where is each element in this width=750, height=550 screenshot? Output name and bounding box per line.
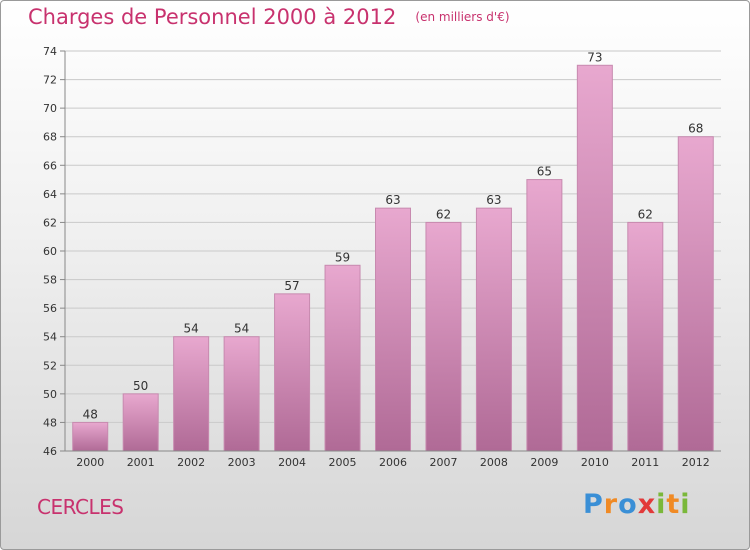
- value-label: 59: [335, 250, 350, 264]
- x-tick-label: 2005: [329, 456, 357, 469]
- y-tick-label: 52: [43, 359, 57, 372]
- bar-2004: [274, 293, 311, 452]
- chart-subtitle: (en milliers d'€): [415, 10, 510, 24]
- x-tick-label: 2001: [127, 456, 155, 469]
- y-tick-label: 70: [43, 102, 57, 115]
- y-tick-label: 54: [43, 331, 57, 344]
- bar-2005: [324, 264, 361, 452]
- y-tick-label: 58: [43, 274, 57, 287]
- bar-2000: [72, 421, 109, 452]
- x-tick-label: 2000: [76, 456, 104, 469]
- y-tick-label: 60: [43, 245, 57, 258]
- x-tick-label: 2012: [682, 456, 710, 469]
- x-tick-label: 2011: [631, 456, 659, 469]
- x-tick-label: 2006: [379, 456, 407, 469]
- value-label: 48: [83, 407, 98, 421]
- bar-2012: [677, 136, 714, 452]
- value-label: 63: [385, 193, 400, 207]
- value-label: 54: [184, 322, 199, 336]
- y-tick-label: 66: [43, 159, 57, 172]
- value-label: 62: [436, 207, 451, 221]
- y-tick-label: 48: [43, 416, 57, 429]
- x-tick-label: 2003: [228, 456, 256, 469]
- title-row: Charges de Personnel 2000 à 2012 (en mil…: [28, 5, 510, 29]
- value-label: 73: [587, 50, 602, 64]
- value-label: 68: [688, 122, 703, 136]
- bar-2001: [122, 393, 159, 452]
- x-tick-label: 2007: [429, 456, 457, 469]
- value-label: 50: [133, 379, 148, 393]
- value-label: 63: [486, 193, 501, 207]
- y-tick-label: 56: [43, 302, 57, 315]
- bar-2011: [627, 221, 664, 452]
- bars: [72, 64, 714, 452]
- x-tick-label: 2008: [480, 456, 508, 469]
- x-tick-label: 2010: [581, 456, 609, 469]
- axes: [60, 50, 721, 452]
- value-label: 65: [537, 165, 552, 179]
- value-labels: 48 50 54 54 57 59 63 62 63 65 73 62 68: [83, 50, 704, 421]
- chart-title: Charges de Personnel 2000 à 2012: [28, 5, 397, 29]
- bar-2003: [223, 336, 260, 452]
- bar-2006: [375, 207, 411, 452]
- proxiti-logo: Proxiti: [583, 489, 691, 520]
- y-tick-label: 68: [43, 131, 57, 144]
- y-tick-label: 64: [43, 188, 57, 201]
- x-tick-label: 2002: [177, 456, 205, 469]
- y-tick-label: 50: [43, 388, 57, 401]
- y-tick-labels: 46 48 50 52 54 56 58 60 62 64 66 68 70 72 74: [43, 45, 57, 458]
- x-tick-label: 2004: [278, 456, 306, 469]
- town-name: CERCLES: [37, 495, 124, 519]
- value-label: 62: [638, 207, 653, 221]
- bar-2010: [576, 64, 613, 452]
- bar-2007: [425, 221, 462, 452]
- x-tick-labels: 2000 2001 2002 2003 2004 2005 2006 2007 2008 2009…: [76, 456, 710, 469]
- value-label: 54: [234, 322, 249, 336]
- bar-2002: [173, 336, 210, 452]
- bar-2009: [526, 179, 563, 452]
- value-label: 57: [284, 279, 299, 293]
- y-tick-label: 72: [43, 74, 57, 87]
- x-tick-label: 2009: [530, 456, 558, 469]
- y-tick-label: 62: [43, 216, 57, 229]
- y-tick-label: 74: [43, 45, 57, 58]
- y-tick-label: 46: [43, 445, 57, 458]
- bar-2008: [475, 207, 512, 452]
